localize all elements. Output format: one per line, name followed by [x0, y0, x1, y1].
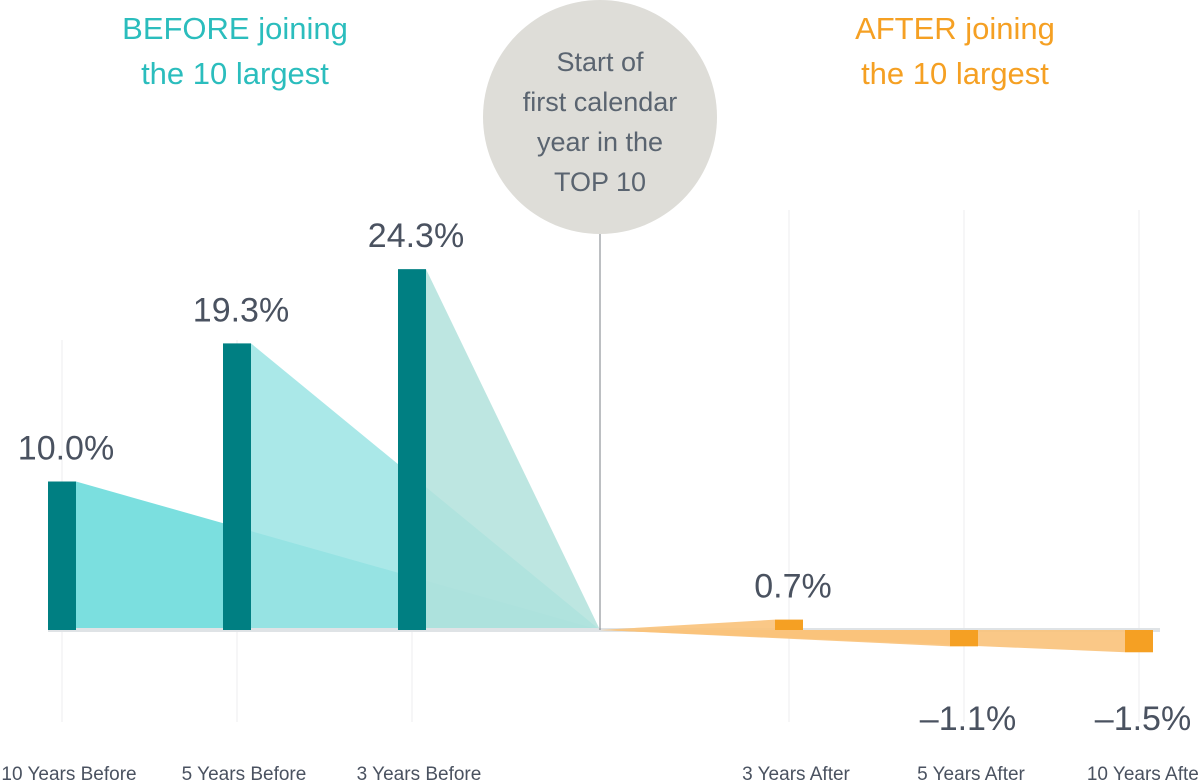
after-wedge — [600, 630, 1125, 653]
category-label: 3 Years Before — [357, 764, 482, 782]
after-heading: AFTER joining the 10 largest — [840, 6, 1070, 96]
before-heading-line-2: the 10 largest — [141, 56, 329, 91]
after-heading-line-1: AFTER joining — [855, 11, 1055, 46]
start-marker-line-1: Start of — [556, 47, 644, 77]
start-marker-circle — [483, 0, 717, 234]
category-label: 5 Years Before — [182, 764, 307, 782]
bar-5-years-before — [223, 343, 251, 630]
value-label: 0.7% — [754, 568, 832, 606]
start-marker-label: Start of first calendar year in the TOP … — [484, 8, 716, 226]
before-heading: BEFORE joining the 10 largest — [120, 6, 350, 96]
start-marker-line-2: first calendar — [522, 87, 678, 117]
category-label: 5 Years After — [917, 764, 1025, 782]
after-wedge — [600, 619, 775, 630]
category-label: 10 Years After — [1087, 764, 1200, 782]
start-marker-line-3: year in the — [536, 127, 664, 157]
value-label: –1.5% — [1095, 700, 1191, 738]
bar-10-years-before — [48, 481, 76, 630]
before-heading-line-1: BEFORE joining — [122, 11, 348, 46]
start-marker-line-4: TOP 10 — [553, 167, 647, 197]
bar-3-years-after — [775, 619, 803, 630]
category-label: 3 Years After — [742, 764, 850, 782]
bar-5-years-after — [950, 630, 978, 647]
value-label: 19.3% — [193, 291, 289, 329]
value-label: –1.1% — [920, 700, 1016, 738]
bar-10-years-after — [1125, 630, 1153, 653]
value-label: 24.3% — [368, 217, 464, 255]
value-label: 10.0% — [18, 430, 114, 468]
after-heading-line-2: the 10 largest — [861, 56, 1049, 91]
bar-3-years-before — [398, 269, 426, 630]
category-label: 10 Years Before — [1, 764, 136, 782]
before-wedge — [426, 269, 600, 630]
